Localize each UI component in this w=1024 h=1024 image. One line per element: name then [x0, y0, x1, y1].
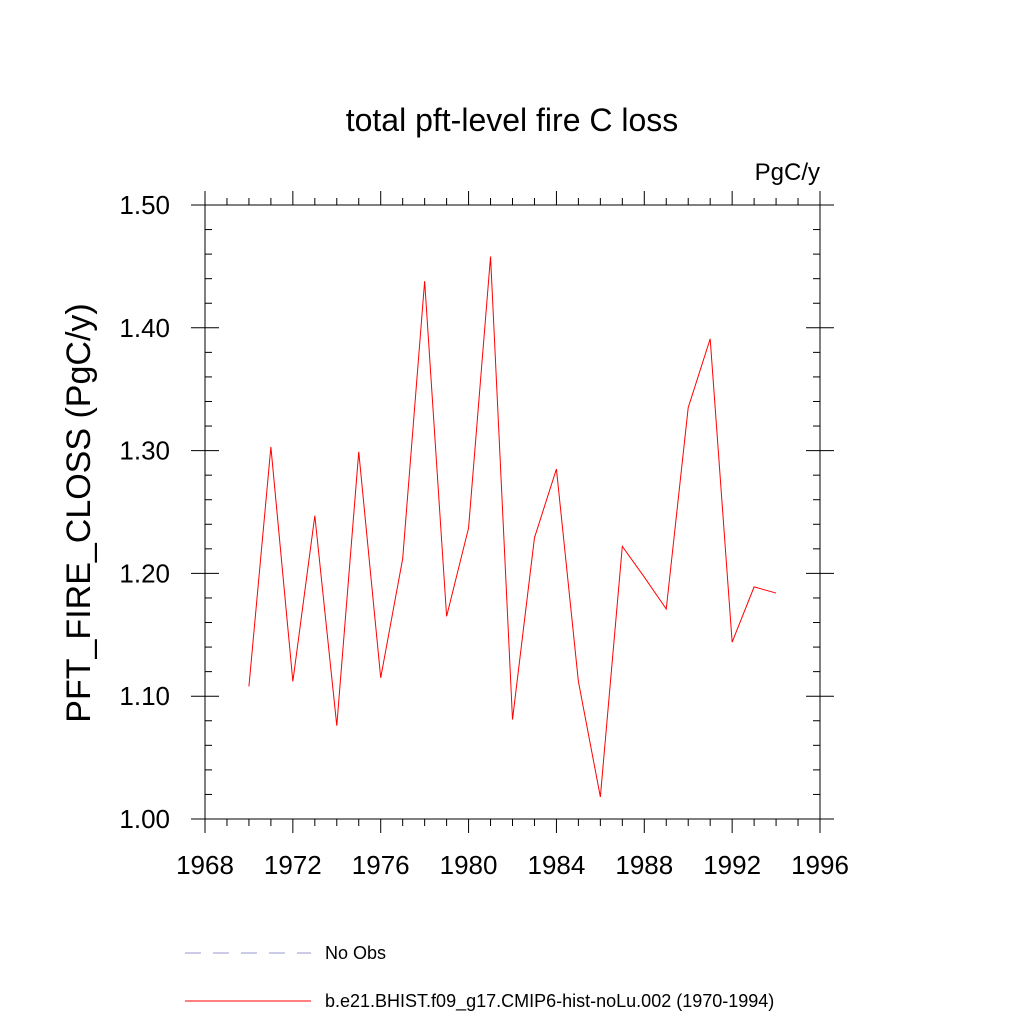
- x-tick-label: 1968: [176, 850, 234, 880]
- x-tick-label: 1980: [440, 850, 498, 880]
- series-layer: [248, 256, 777, 797]
- y-tick-label: 1.20: [119, 558, 170, 588]
- y-axis-label: PFT_FIRE_CLOSS (PgC/y): [60, 303, 98, 722]
- series-line-1: [248, 256, 777, 797]
- legend-label-model-run: b.e21.BHIST.f09_g17.CMIP6-hist-noLu.002 …: [325, 991, 774, 1012]
- x-tick-label: 1992: [703, 850, 761, 880]
- y-tick-label: 1.30: [119, 436, 170, 466]
- y-tick-label: 1.10: [119, 681, 170, 711]
- x-axis-top: [204, 191, 821, 205]
- chart-title: total pft-level fire C loss: [346, 102, 679, 138]
- y-tick-label: 1.50: [119, 190, 170, 220]
- x-tick-label: 1996: [791, 850, 849, 880]
- plot-frame: [204, 204, 821, 820]
- x-tick-label: 1972: [264, 850, 322, 880]
- x-tick-label: 1988: [615, 850, 673, 880]
- legend-label-no-obs: No Obs: [325, 943, 386, 963]
- legend: No Obs b.e21.BHIST.f09_g17.CMIP6-hist-no…: [185, 943, 774, 1012]
- x-axis-bottom: 1968 1972 1976 1980 1984 1988 1992 1996: [176, 819, 849, 880]
- x-tick-label: 1976: [352, 850, 410, 880]
- y-tick-label: 1.40: [119, 313, 170, 343]
- units-label: PgC/y: [755, 159, 820, 186]
- y-axis-left: 1.00 1.10 1.20 1.30 1.40 1.50: [119, 190, 219, 834]
- x-tick-label: 1984: [528, 850, 586, 880]
- y-tick-label: 1.00: [119, 804, 170, 834]
